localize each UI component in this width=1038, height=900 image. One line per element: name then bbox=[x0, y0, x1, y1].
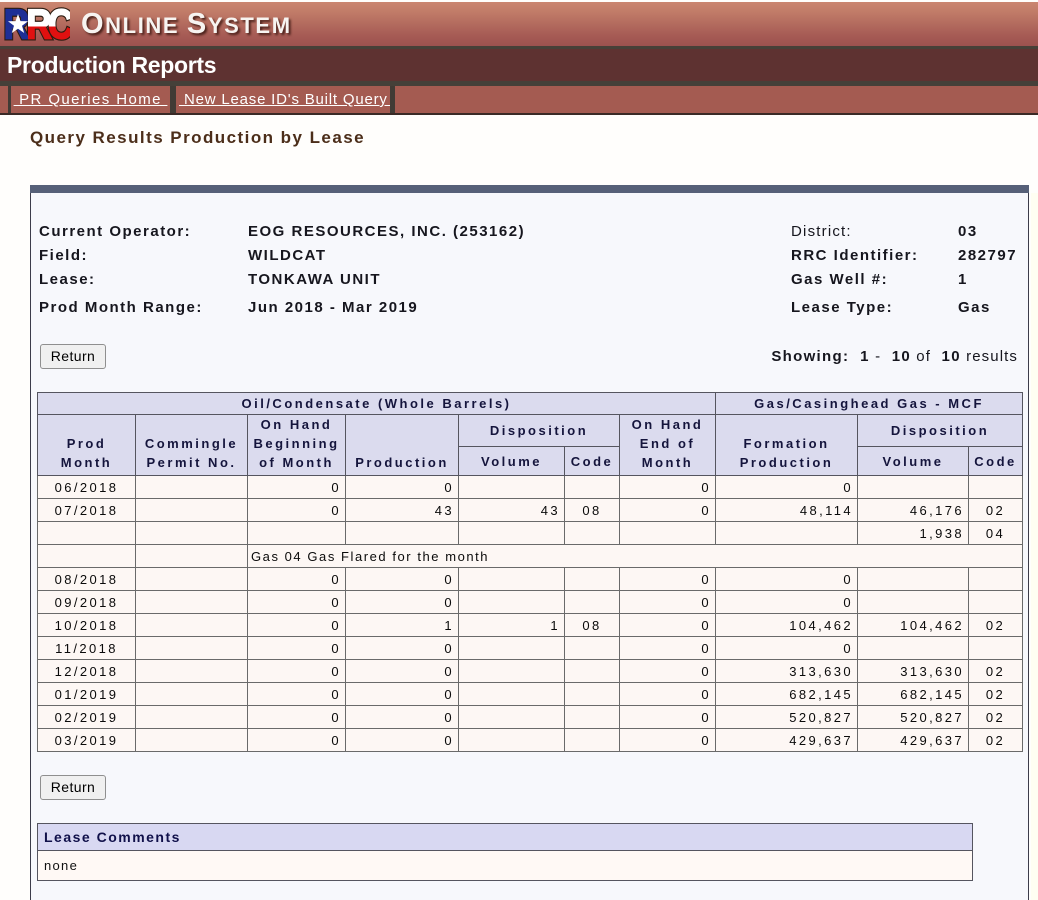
svg-text:RC: RC bbox=[27, 7, 70, 41]
svg-text:RC: RC bbox=[27, 7, 70, 41]
svg-text:R: R bbox=[4, 7, 29, 41]
